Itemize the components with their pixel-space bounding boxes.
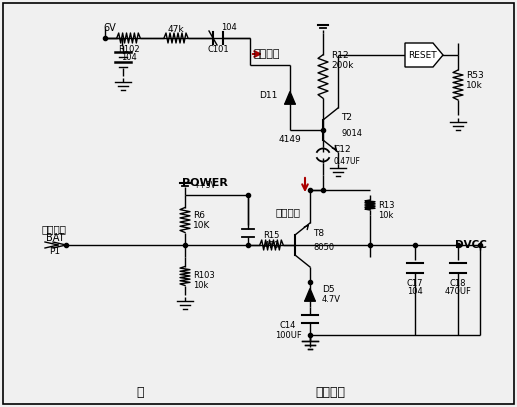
Text: C101: C101 — [207, 46, 229, 55]
Text: 470: 470 — [264, 241, 279, 250]
Text: 10k: 10k — [378, 210, 393, 219]
Text: T8: T8 — [313, 228, 324, 238]
Text: R53: R53 — [466, 70, 484, 79]
Text: R15: R15 — [263, 232, 280, 241]
Text: 10k: 10k — [466, 81, 483, 90]
Text: D11: D11 — [260, 90, 278, 99]
Text: C12: C12 — [333, 145, 351, 155]
Text: R12: R12 — [331, 50, 348, 59]
Text: 47k: 47k — [168, 24, 185, 33]
Text: 104: 104 — [221, 24, 237, 33]
Polygon shape — [405, 43, 443, 67]
Text: R103: R103 — [193, 271, 215, 280]
Text: P1: P1 — [50, 247, 60, 256]
Text: C17: C17 — [407, 278, 423, 287]
Text: ++5V: ++5V — [193, 180, 216, 190]
Text: R6: R6 — [193, 210, 205, 219]
Text: 104: 104 — [120, 53, 136, 61]
Text: 上电复位: 上电复位 — [253, 49, 280, 59]
Text: 200k: 200k — [331, 61, 354, 70]
Text: 10k: 10k — [193, 280, 208, 289]
Text: 104: 104 — [407, 287, 423, 297]
Text: 470UF: 470UF — [445, 287, 472, 297]
Polygon shape — [305, 289, 315, 300]
Text: RESET: RESET — [408, 50, 436, 59]
Text: 0.47UF: 0.47UF — [333, 158, 360, 166]
Text: BAT: BAT — [45, 233, 64, 243]
Text: C18: C18 — [450, 278, 466, 287]
Text: 4149: 4149 — [279, 136, 301, 144]
Text: R102: R102 — [118, 44, 139, 53]
Text: 9014: 9014 — [341, 129, 362, 138]
Text: 6V: 6V — [103, 23, 116, 33]
Text: 机芯开关: 机芯开关 — [42, 224, 67, 234]
Text: 图: 图 — [136, 385, 144, 398]
Polygon shape — [285, 92, 295, 103]
Text: R13: R13 — [378, 201, 394, 210]
Text: 8050: 8050 — [313, 243, 334, 252]
Text: POWER: POWER — [182, 178, 228, 188]
Text: T2: T2 — [341, 114, 352, 123]
Text: 开机复位: 开机复位 — [275, 207, 300, 217]
Text: 10K: 10K — [193, 221, 210, 230]
Text: DVCC: DVCC — [455, 240, 487, 250]
Text: 100UF: 100UF — [275, 330, 301, 339]
Text: 4.7V: 4.7V — [322, 295, 341, 304]
Text: D5: D5 — [322, 285, 334, 294]
Text: C14: C14 — [280, 320, 296, 330]
Text: 复位电路: 复位电路 — [315, 385, 345, 398]
